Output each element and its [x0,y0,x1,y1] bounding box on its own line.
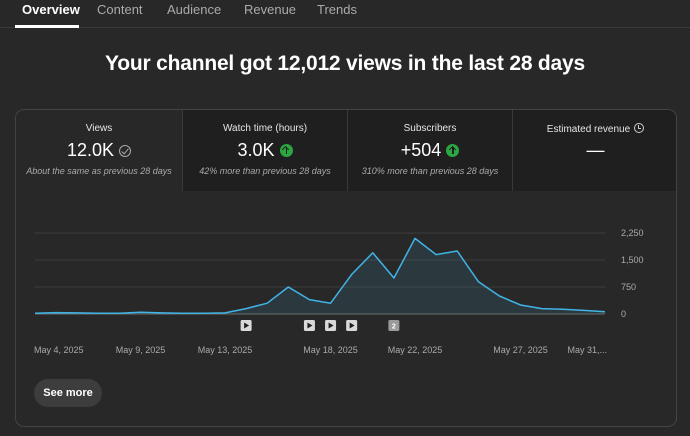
stat-subscribers[interactable]: Subscribers +504 310% more than previous… [348,110,512,191]
see-more-button[interactable]: See more [34,379,102,407]
y-tick-label: 750 [621,282,636,292]
stat-watch-time[interactable]: Watch time (hours) 3.0K 42% more than pr… [183,110,347,191]
arrow-up-circle-icon [279,144,293,157]
y-tick-label: 2,250 [621,228,644,238]
video-published-marker[interactable] [303,320,315,331]
x-tick-label: May 4, 2025 [34,345,84,355]
stat-comparison: 310% more than previous 28 days [361,166,499,176]
check-circle-icon [119,144,132,157]
tab-bar: Overview Content Audience Revenue Trends [0,0,690,28]
multi-video-marker[interactable]: 2 [388,320,400,331]
stat-label: Views [85,123,113,134]
video-published-marker[interactable] [240,320,252,331]
tab-overview[interactable]: Overview [22,2,80,17]
y-tick-label: 0 [621,309,626,319]
stat-value: 3.0K [237,140,275,160]
stat-comparison: 42% more than previous 28 days [199,166,331,176]
play-icon [328,322,334,329]
active-tab-indicator [15,25,79,28]
stats-row: Views 12.0K About the same as previous 2… [16,110,676,191]
x-tick-label: May 18, 2025 [303,345,358,355]
stat-label: Watch time (hours) [222,123,308,134]
x-tick-label: May 13, 2025 [198,345,253,355]
series-line-views [34,237,606,315]
tab-content[interactable]: Content [97,2,143,17]
x-tick-label: May 27, 2025 [493,345,548,355]
x-tick-label: May 9, 2025 [116,345,166,355]
marker-count: 2 [392,324,396,331]
divider [182,110,183,191]
stat-comparison: About the same as previous 28 days [26,166,172,176]
analytics-card: Views 12.0K About the same as previous 2… [15,109,677,427]
divider [512,110,513,191]
video-published-marker[interactable] [325,320,337,331]
page-headline: Your channel got 12,012 views in the las… [105,52,585,75]
stat-value: — [586,140,605,160]
stat-label-text: Estimated revenue [546,124,631,135]
play-icon [307,322,313,329]
play-icon [244,322,250,329]
tab-audience[interactable]: Audience [167,2,222,17]
arrow-up-circle-icon [446,144,460,157]
stat-label: Estimated revenue [513,123,676,135]
play-icon [349,322,355,329]
y-tick-label: 1,500 [621,255,644,265]
stat-value: 12.0K [66,140,115,160]
stat-value: +504 [400,140,442,160]
series-area [35,238,605,314]
clock-icon[interactable] [634,123,645,133]
stat-views[interactable]: Views 12.0K About the same as previous 2… [16,110,182,191]
tab-trends[interactable]: Trends [317,2,357,17]
stat-estimated-revenue[interactable]: Estimated revenue — [513,110,676,191]
divider [347,110,348,191]
x-tick-label: May 31,... [567,345,607,355]
x-tick-label: May 22, 2025 [388,345,443,355]
tab-revenue[interactable]: Revenue [244,2,297,17]
stat-label: Subscribers [403,123,457,134]
video-published-marker[interactable] [346,320,358,331]
